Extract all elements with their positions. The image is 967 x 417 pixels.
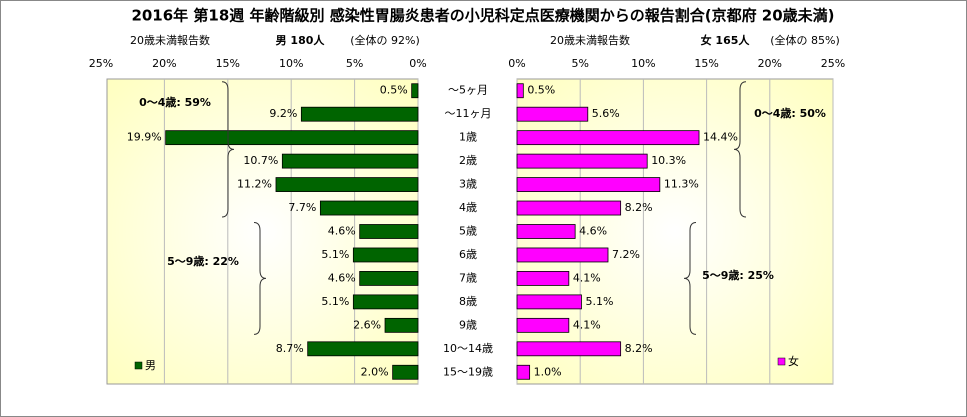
bar xyxy=(516,364,531,380)
data-label: 10.7% xyxy=(243,154,278,167)
header: 男 180人 xyxy=(276,33,326,47)
x-tick-label: 10% xyxy=(631,57,655,70)
annotation: 5～9歳: 22% xyxy=(167,254,239,268)
data-label: 8.2% xyxy=(625,342,653,355)
x-tick-label: 25% xyxy=(89,57,113,70)
data-label: 10.3% xyxy=(651,154,686,167)
bracket xyxy=(733,81,747,218)
bar xyxy=(307,341,419,357)
data-label: 1.0% xyxy=(534,365,562,378)
category-label: 7歳 xyxy=(459,271,477,284)
data-label: 14.4% xyxy=(703,131,738,144)
data-label: 19.9% xyxy=(127,131,162,144)
data-label: 8.2% xyxy=(625,201,653,214)
category-label: 4歳 xyxy=(459,201,477,214)
bar xyxy=(275,177,419,192)
x-tick-label: 15% xyxy=(216,57,240,70)
category-label: 6歳 xyxy=(459,248,477,261)
bar xyxy=(300,106,419,122)
bar xyxy=(516,247,609,263)
data-label: 4.1% xyxy=(573,271,601,284)
category-label: ～5ヶ月 xyxy=(448,84,488,97)
data-label: 5.1% xyxy=(585,295,613,308)
data-label: 11.2% xyxy=(237,178,272,191)
header: 20歳未満報告数 xyxy=(550,34,630,47)
category-label: 15～19歳 xyxy=(443,365,493,378)
bar xyxy=(392,364,419,380)
data-label: 2.0% xyxy=(361,365,389,378)
header: 女 165人 xyxy=(701,33,751,47)
bar xyxy=(516,200,622,216)
bar xyxy=(165,130,419,146)
bar xyxy=(352,247,419,263)
bar xyxy=(516,130,700,146)
category-label: 2歳 xyxy=(459,154,477,167)
x-tick-label: 5% xyxy=(571,57,588,70)
data-label: 4.1% xyxy=(573,318,601,331)
header: (全体の 92%) xyxy=(350,33,420,47)
bar xyxy=(411,83,419,99)
bar xyxy=(516,341,622,357)
x-tick-label: 20% xyxy=(758,57,782,70)
legend-label: 女 xyxy=(788,354,799,368)
category-label: 5歳 xyxy=(459,225,477,238)
category-label: 10～14歳 xyxy=(443,342,493,355)
bar xyxy=(359,271,419,286)
data-label: 5.1% xyxy=(321,248,349,261)
x-tick-label: 5% xyxy=(346,57,363,70)
annotation: 5～9歳: 25% xyxy=(702,268,774,282)
bar xyxy=(516,106,589,122)
category-label: 3歳 xyxy=(459,178,477,191)
header: (全体の 85%) xyxy=(770,33,840,47)
bar xyxy=(359,224,419,239)
bar xyxy=(384,317,419,333)
data-label: 9.2% xyxy=(269,107,297,120)
legend-label: 男 xyxy=(145,359,156,372)
annotation: 0～4歳: 59% xyxy=(139,95,211,109)
header: 20歳未満報告数 xyxy=(130,34,210,47)
category-label: 1歳 xyxy=(459,131,477,144)
data-label: 5.6% xyxy=(592,107,620,120)
data-label: 2.6% xyxy=(353,318,381,331)
x-tick-label: 0% xyxy=(508,57,525,70)
bar xyxy=(516,294,582,310)
bar xyxy=(352,294,419,310)
data-label: 7.2% xyxy=(612,248,640,261)
bar xyxy=(319,200,419,216)
bar xyxy=(516,153,648,169)
bracket xyxy=(253,222,267,335)
bar xyxy=(281,153,419,169)
data-label: 11.3% xyxy=(664,178,699,191)
data-label: 5.1% xyxy=(321,295,349,308)
category-label: 9歳 xyxy=(459,318,477,331)
x-tick-label: 15% xyxy=(694,57,718,70)
x-tick-label: 0% xyxy=(409,57,426,70)
chart-title: 2016年 第18週 年齢階級別 感染性胃腸炎患者の小児科定点医療機関からの報告… xyxy=(131,7,834,25)
bar xyxy=(516,224,576,239)
x-tick-label: 10% xyxy=(279,57,303,70)
data-label: 4.6% xyxy=(579,225,607,238)
category-label: ～11ヶ月 xyxy=(445,107,492,120)
data-label: 0.5% xyxy=(527,84,555,97)
data-label: 4.6% xyxy=(328,271,356,284)
bracket xyxy=(221,81,235,218)
data-label: 4.6% xyxy=(328,225,356,238)
bar xyxy=(516,317,570,333)
legend-swatch xyxy=(777,357,786,366)
annotation: 0～4歳: 50% xyxy=(754,106,826,120)
bracket xyxy=(683,222,697,335)
x-tick-label: 25% xyxy=(821,57,845,70)
x-tick-label: 20% xyxy=(152,57,176,70)
legend-swatch xyxy=(134,361,143,370)
data-label: 0.5% xyxy=(380,84,408,97)
bar xyxy=(516,177,661,192)
data-label: 7.7% xyxy=(288,201,316,214)
bar xyxy=(516,83,524,99)
category-label: 8歳 xyxy=(459,295,477,308)
data-label: 8.7% xyxy=(276,342,304,355)
bar xyxy=(516,271,570,286)
